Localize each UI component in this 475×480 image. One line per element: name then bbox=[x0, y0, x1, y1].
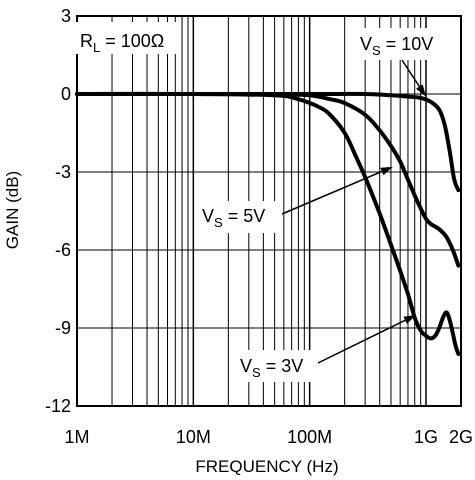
annotation-arrow-head bbox=[403, 315, 416, 324]
vs10-label: VS = 10V bbox=[360, 34, 433, 58]
y-tick-label: 3 bbox=[61, 6, 71, 26]
annotation-arrow-head bbox=[416, 84, 426, 97]
y-tick-label: -6 bbox=[55, 240, 71, 260]
annotation-arrow-head bbox=[380, 166, 393, 176]
series-line-2 bbox=[75, 91, 461, 268]
x-tick-label: 100M bbox=[287, 427, 332, 447]
vs10-label-bg bbox=[357, 28, 455, 60]
vs5-label: VS = 5V bbox=[202, 206, 265, 230]
vs3-label-bg bbox=[237, 350, 317, 382]
x-tick-label: 2G bbox=[449, 427, 473, 447]
annotation-arrow-line bbox=[281, 170, 383, 215]
vs5-label-bg bbox=[199, 201, 279, 233]
x-axis-title: FREQUENCY (Hz) bbox=[195, 457, 338, 476]
condition-label-bg bbox=[76, 22, 178, 54]
x-tick-labels: 1M 10M 100M 1G 2G bbox=[64, 427, 473, 447]
x-tick-label: 10M bbox=[176, 427, 211, 447]
y-tick-labels: 3 0 -3 -6 -9 -12 bbox=[45, 6, 71, 416]
condition-label: RL = 100Ω bbox=[80, 31, 164, 55]
annotation-arrow-line bbox=[317, 319, 406, 364]
x-tick-label: 1G bbox=[414, 427, 438, 447]
x-tick-label: 1M bbox=[64, 427, 89, 447]
series-line-3 bbox=[75, 91, 461, 356]
y-axis-title: GAIN (dB) bbox=[3, 171, 22, 249]
annotation-arrow-line bbox=[401, 59, 421, 87]
annotation-layer: VS = 10V VS = 5V VS = 3V bbox=[199, 28, 455, 382]
y-tick-label: -9 bbox=[55, 318, 71, 338]
y-tick-label: -12 bbox=[45, 396, 71, 416]
y-tick-label: 0 bbox=[61, 84, 71, 104]
annotation-arrows bbox=[281, 59, 426, 364]
vs3-label: VS = 3V bbox=[240, 356, 303, 380]
y-tick-label: -3 bbox=[55, 162, 71, 182]
series-layer bbox=[75, 91, 461, 356]
plot-frame bbox=[76, 15, 462, 407]
series-line-1 bbox=[75, 91, 461, 193]
